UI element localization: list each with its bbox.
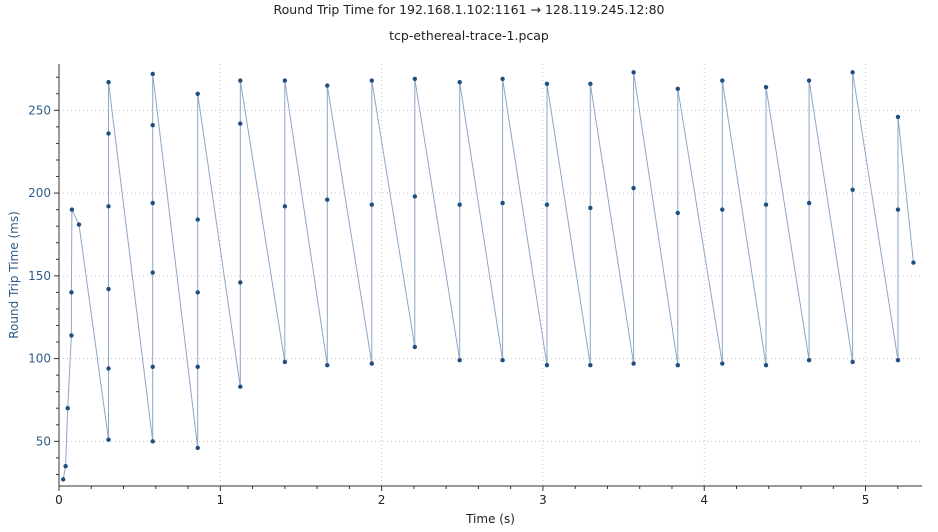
data-point[interactable] bbox=[412, 344, 418, 350]
data-point[interactable] bbox=[631, 185, 636, 191]
y-tick-label: 150 bbox=[28, 269, 51, 283]
data-point[interactable] bbox=[895, 114, 901, 120]
data-point[interactable] bbox=[150, 71, 155, 77]
data-point[interactable] bbox=[195, 91, 200, 96]
x-tick-label: 5 bbox=[862, 493, 870, 507]
data-point[interactable] bbox=[675, 362, 680, 368]
data-point[interactable] bbox=[895, 358, 901, 363]
x-tick-label: 2 bbox=[378, 493, 386, 507]
data-point[interactable] bbox=[631, 361, 636, 366]
y-axis-label: Round Trip Time (ms) bbox=[7, 211, 21, 339]
series-line bbox=[62, 72, 914, 480]
chart-subtitle: tcp-ethereal-trace-1.pcap bbox=[389, 28, 549, 43]
data-point[interactable] bbox=[150, 270, 155, 275]
y-tick-label: 200 bbox=[28, 186, 51, 200]
y-tick-label: 250 bbox=[28, 103, 51, 117]
y-tick-label: 50 bbox=[36, 434, 51, 448]
data-point[interactable] bbox=[325, 362, 330, 368]
data-point[interactable] bbox=[720, 207, 725, 212]
data-point[interactable] bbox=[106, 366, 111, 371]
data-point[interactable] bbox=[895, 207, 901, 212]
data-point[interactable] bbox=[500, 358, 505, 363]
data-point[interactable] bbox=[588, 205, 593, 211]
data-point[interactable] bbox=[69, 333, 74, 338]
data-point[interactable] bbox=[282, 78, 288, 83]
data-point[interactable] bbox=[500, 200, 505, 206]
data-point[interactable] bbox=[720, 361, 725, 366]
data-point[interactable] bbox=[720, 78, 725, 83]
chart-title: Round Trip Time for 192.168.1.102:1161 →… bbox=[273, 2, 665, 17]
tick-labels: 0 1 2 3 4 5 50 100 150 200 250 bbox=[28, 103, 869, 507]
data-point[interactable] bbox=[238, 384, 243, 389]
data-point[interactable] bbox=[588, 81, 593, 87]
data-point[interactable] bbox=[457, 358, 462, 363]
data-point[interactable] bbox=[195, 445, 200, 451]
data-point[interactable] bbox=[763, 84, 769, 90]
data-point[interactable] bbox=[500, 76, 505, 82]
data-point[interactable] bbox=[106, 437, 111, 442]
data-point[interactable] bbox=[763, 362, 769, 368]
data-point[interactable] bbox=[850, 359, 855, 365]
data-point[interactable] bbox=[675, 210, 680, 216]
data-point[interactable] bbox=[369, 78, 374, 83]
data-point[interactable] bbox=[69, 207, 75, 212]
data-point[interactable] bbox=[325, 197, 330, 202]
data-point[interactable] bbox=[544, 202, 550, 207]
x-tick-label: 4 bbox=[700, 493, 708, 507]
axes bbox=[54, 64, 922, 491]
data-point[interactable] bbox=[106, 204, 111, 209]
data-point[interactable] bbox=[238, 121, 243, 126]
y-tick-label: 100 bbox=[28, 352, 51, 366]
x-axis-label: Time (s) bbox=[465, 512, 515, 526]
data-point[interactable] bbox=[675, 86, 680, 92]
x-tick-label: 1 bbox=[216, 493, 224, 507]
data-point[interactable] bbox=[850, 70, 855, 75]
data-point[interactable] bbox=[369, 361, 374, 366]
data-point[interactable] bbox=[588, 362, 593, 368]
data-point[interactable] bbox=[150, 364, 155, 370]
data-point[interactable] bbox=[106, 80, 111, 85]
data-point[interactable] bbox=[911, 260, 916, 265]
data-point[interactable] bbox=[631, 70, 636, 75]
x-tick-label: 0 bbox=[55, 493, 63, 507]
data-point[interactable] bbox=[806, 200, 812, 206]
data-point[interactable] bbox=[325, 83, 330, 88]
data-point[interactable] bbox=[195, 217, 200, 222]
data-point[interactable] bbox=[412, 76, 418, 82]
data-point[interactable] bbox=[412, 194, 418, 199]
data-point[interactable] bbox=[69, 290, 74, 295]
data-point[interactable] bbox=[150, 200, 155, 206]
data-point[interactable] bbox=[106, 131, 111, 136]
data-point[interactable] bbox=[65, 406, 70, 411]
data-point[interactable] bbox=[195, 290, 200, 295]
data-point[interactable] bbox=[238, 280, 243, 285]
x-tick-label: 3 bbox=[539, 493, 547, 507]
data-point[interactable] bbox=[282, 359, 288, 365]
data-point[interactable] bbox=[195, 364, 200, 370]
data-point[interactable] bbox=[63, 463, 68, 469]
data-point[interactable] bbox=[806, 78, 812, 83]
data-point[interactable] bbox=[806, 358, 812, 363]
data-point[interactable] bbox=[282, 204, 288, 209]
data-point[interactable] bbox=[544, 81, 550, 87]
series-rtt bbox=[60, 70, 916, 482]
data-point[interactable] bbox=[150, 439, 155, 444]
data-point[interactable] bbox=[106, 286, 111, 292]
data-point[interactable] bbox=[369, 202, 374, 207]
data-point[interactable] bbox=[850, 187, 855, 192]
data-point[interactable] bbox=[457, 202, 462, 207]
data-point[interactable] bbox=[544, 362, 550, 368]
data-point[interactable] bbox=[60, 477, 66, 482]
data-point[interactable] bbox=[76, 222, 82, 227]
data-point[interactable] bbox=[763, 202, 769, 207]
data-point[interactable] bbox=[150, 123, 155, 128]
data-point[interactable] bbox=[457, 80, 462, 85]
grid-lines bbox=[59, 64, 922, 486]
data-point[interactable] bbox=[238, 78, 243, 83]
